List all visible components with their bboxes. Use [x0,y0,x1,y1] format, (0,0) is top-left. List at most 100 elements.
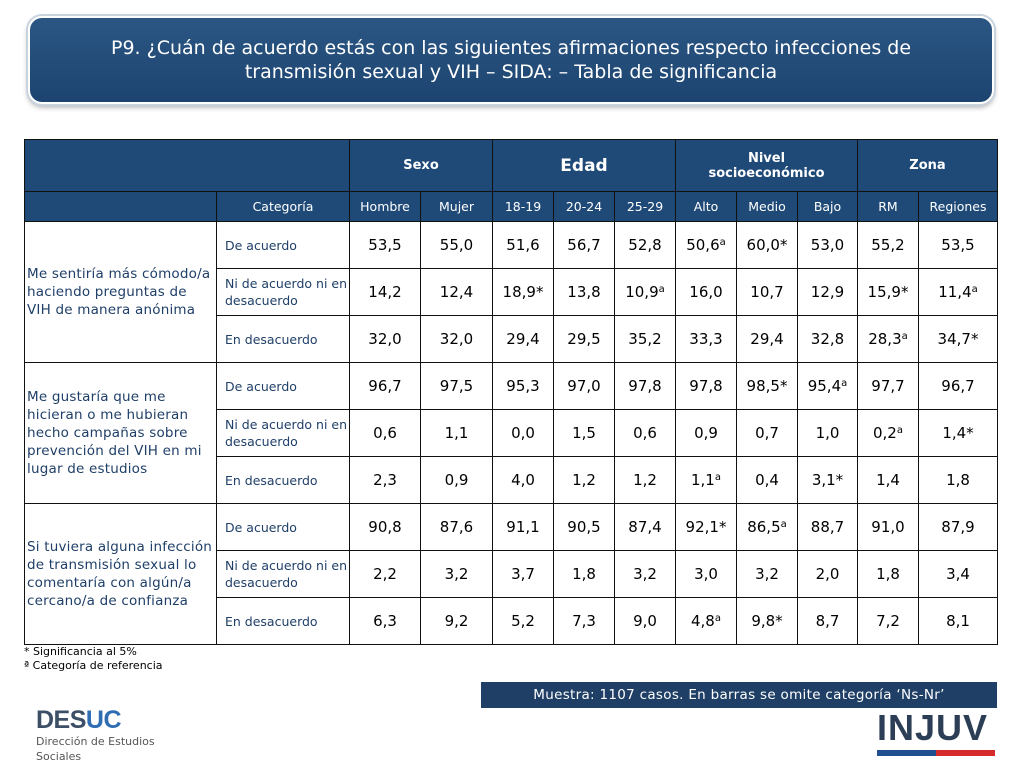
value-cell: 0,4 [736,456,798,504]
desuc-wordmark-uc: UC [85,706,122,734]
value-cell: 33,3 [675,315,737,363]
value-cell: 10,7 [736,268,798,316]
group-header-edad: Edad [492,139,676,192]
desuc-subtitle-line2: Sociales [36,750,82,763]
title-line-1: P9. ¿Cuán de acuerdo estás con las sigui… [110,37,912,59]
value-cell: 12,9 [797,268,858,316]
value-cell: 9,0 [614,597,676,645]
value-cell: 51,6 [492,221,554,269]
table-row: En desacuerdo 2,3 0,9 4,0 1,2 1,2 1,1a 0,4 3,1* 1… [25,456,998,504]
value-cell: 0,7 [736,409,798,457]
sample-banner: Muestra: 1107 casos. En barras se omite … [481,682,997,708]
category-cell: De acuerdo [216,362,350,410]
value-cell: 55,0 [420,221,493,269]
question-text: Me sentiría más cómodo/a haciendo pregun… [24,221,217,363]
table-row: Me gustaría que me hicieran o me hubiera… [24,362,998,504]
value-cell: 34,7* [918,315,998,363]
category-cell: Ni de acuerdo ni en desacuerdo [216,550,350,598]
value-cell: 35,2 [614,315,676,363]
reference-marker: a [714,472,721,483]
column-header: Bajo [797,191,858,222]
value-cell: 1,1a [675,456,737,504]
value-cell: 55,2 [857,221,919,269]
table-row: Me sentiría más cómodo/a haciendo pregun… [24,221,998,363]
value-cell: 53,5 [349,221,421,269]
value-cell: 8,7 [797,597,858,645]
value-cell: 53,0 [797,221,858,269]
value-cell: 56,7 [553,221,615,269]
desuc-logo: DESUC Dirección de Estudios Sociales [36,706,155,764]
category-cell: Ni de acuerdo ni en desacuerdo [216,268,350,316]
group-header-nivel: Nivel socioeconómico [675,139,858,192]
value-cell: 3,1* [797,456,858,504]
value-cell: 1,2 [614,456,676,504]
value-cell: 0,9 [675,409,737,457]
injuv-wordmark: INJUV [877,707,989,748]
injuv-logo: INJUV [877,710,995,756]
value-cell: 88,7 [797,503,858,551]
column-header: Regiones [918,191,998,222]
column-header: 20-24 [553,191,615,222]
reference-marker: a [841,378,848,389]
value-cell: 1,5 [553,409,615,457]
value-cell: 32,0 [420,315,493,363]
group-header-sexo: Sexo [349,139,493,192]
injuv-bar-blue [877,750,936,756]
value-cell: 16,0 [675,268,737,316]
value-cell: 6,3 [349,597,421,645]
value-cell: 8,1 [918,597,998,645]
value-cell: 1,2 [553,456,615,504]
value-cell: 95,4a [797,362,858,410]
column-header: 18-19 [492,191,554,222]
value-cell: 32,0 [349,315,421,363]
value-cell: 97,8 [675,362,737,410]
value-cell: 98,5* [736,362,798,410]
group-header-zona: Zona [857,139,998,192]
value-cell: 3,2 [420,550,493,598]
value-cell: 3,0 [675,550,737,598]
value-cell: 14,2 [349,268,421,316]
injuv-bar-red [936,750,995,756]
table-row: Ni de acuerdo ni en desacuerdo 14,2 12,4 18… [25,268,998,316]
value-cell: 0,0 [492,409,554,457]
reference-marker: a [896,425,903,436]
value-cell: 1,1 [420,409,493,457]
desuc-subtitle-line1: Dirección de Estudios [36,735,155,748]
reference-marker: a [719,237,726,248]
value-cell: 9,2 [420,597,493,645]
value-cell: 2,0 [797,550,858,598]
column-header: Mujer [420,191,493,222]
value-cell: 96,7 [349,362,421,410]
value-cell: 32,8 [797,315,858,363]
injuv-flag-bars [877,750,995,756]
category-header: Categoría [216,191,350,222]
value-cell: 0,6 [349,409,421,457]
table-body: Me sentiría más cómodo/a haciendo pregun… [24,221,998,645]
value-cell: 4,0 [492,456,554,504]
value-cell: 3,4 [918,550,998,598]
group-header-nivel-line1: Nivel [747,150,786,166]
value-cell: 91,1 [492,503,554,551]
value-cell: 86,5a [736,503,798,551]
value-cell: 5,2 [492,597,554,645]
reference-marker: a [714,613,721,624]
category-cell: De acuerdo [216,221,350,269]
value-cell: 97,5 [420,362,493,410]
value-cell: 92,1* [675,503,737,551]
value-cell: 97,7 [857,362,919,410]
value-cell: 52,8 [614,221,676,269]
value-cell: 87,9 [918,503,998,551]
blank-header [24,191,217,222]
reference-marker: a [901,331,908,342]
category-cell: En desacuerdo [216,597,350,645]
table-row: Si tuviera alguna infección de transmisi… [24,503,998,645]
group-header-nivel-line2: socioeconómico [708,165,825,181]
value-cell: 3,2 [736,550,798,598]
value-cell: 13,8 [553,268,615,316]
desuc-wordmark: DESUC [36,706,155,734]
value-cell: 28,3a [857,315,919,363]
table-row: Ni de acuerdo ni en desacuerdo 2,2 3,2 3,7 1… [25,550,998,598]
value-cell: 29,5 [553,315,615,363]
value-cell: 97,0 [553,362,615,410]
footnotes: * Significancia al 5% ª Categoría de ref… [24,645,163,673]
